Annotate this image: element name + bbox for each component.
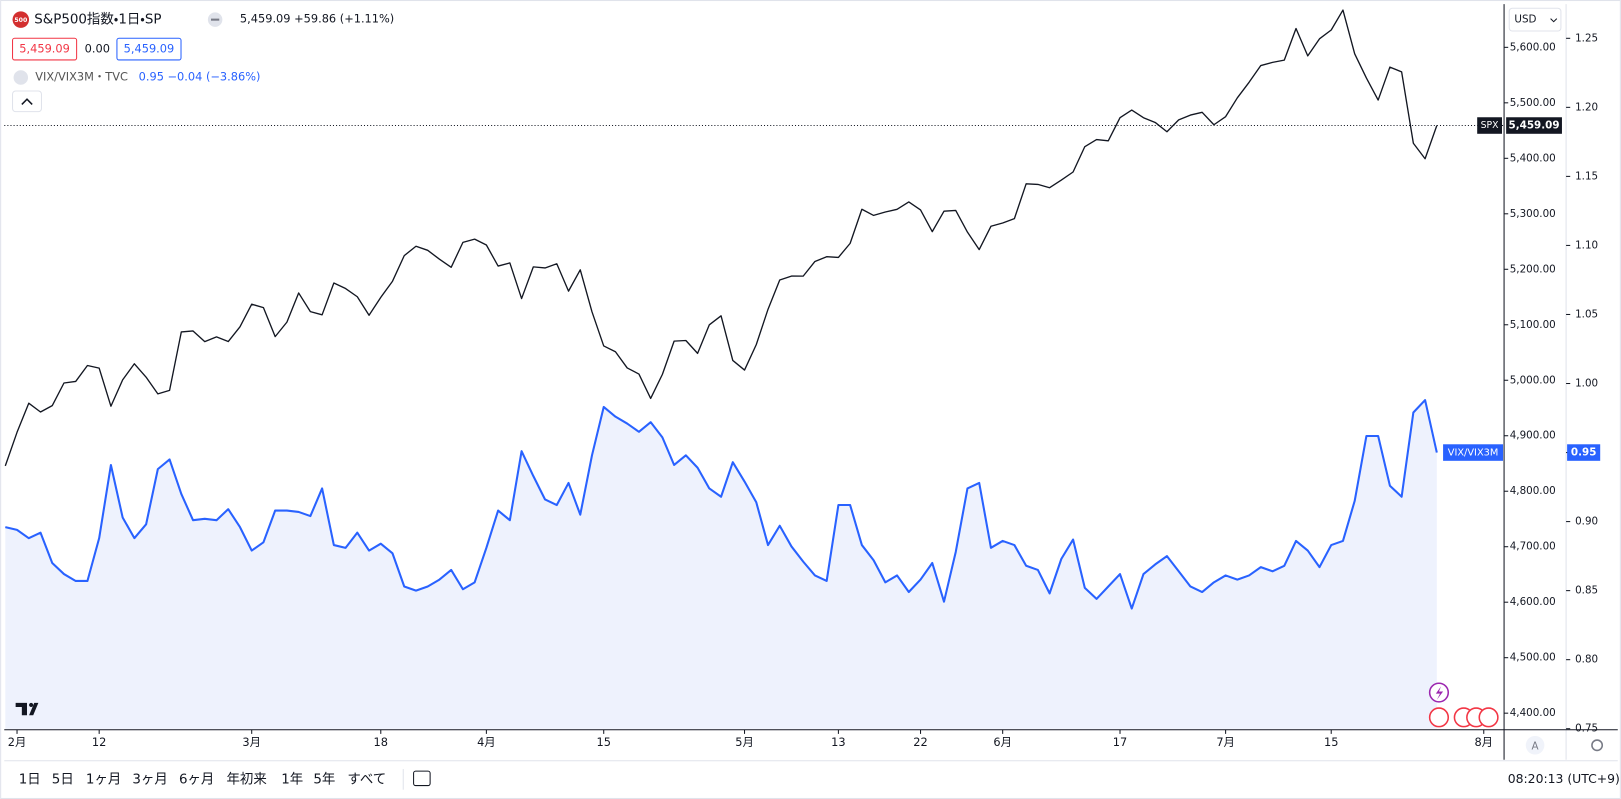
y-tick-label: 5,500.00: [1510, 97, 1556, 109]
area: [5, 400, 1437, 729]
y-tick-label: 4,800.00: [1510, 485, 1556, 497]
symbol-logo: [12, 11, 30, 28]
range-button[interactable]: 5年: [313, 771, 335, 787]
x-tick-label: 7月: [1216, 735, 1235, 749]
y2-tick-label: 0.85: [1575, 585, 1598, 597]
currency-caret: [1550, 18, 1558, 23]
range-button[interactable]: 1ヶ月: [86, 772, 121, 787]
settings-button[interactable]: [1591, 739, 1604, 752]
y2-tick-label: 1.25: [1575, 32, 1598, 44]
x-tick-label: 4月: [477, 735, 496, 749]
date-range-button[interactable]: [413, 770, 431, 787]
y-tick-label: 5,000.00: [1510, 374, 1556, 386]
secondary-title[interactable]: VIX/VIX3M・TVC: [35, 70, 128, 84]
y-tick-label: 5,200.00: [1510, 263, 1556, 275]
bid-box[interactable]: [12, 37, 78, 61]
last-value-box: [1567, 444, 1601, 461]
secondary-logo: [13, 70, 29, 85]
series-tag: VIX/VIX3M: [1448, 448, 1499, 459]
y2-tick-label: 1.15: [1575, 170, 1598, 182]
flag-icon[interactable]: [1478, 707, 1499, 728]
spread: 0.00: [85, 42, 110, 56]
last-value-label: 0.95: [1571, 447, 1596, 459]
y2-tick-label: 0.80: [1575, 654, 1598, 666]
auto-scale-label: A: [1532, 740, 1539, 752]
collapse-icon: [21, 98, 33, 105]
y2-tick-label: 1.20: [1575, 101, 1598, 113]
x-tick-label: 3月: [242, 735, 261, 749]
y-tick-label: 4,900.00: [1510, 430, 1556, 442]
x-tick-label: 13: [831, 735, 845, 749]
y-tick-label: 5,100.00: [1510, 319, 1556, 331]
x-tick-label: 5月: [735, 735, 754, 749]
x-tick-label: 8月: [1474, 735, 1493, 749]
y-tick-label: 5,400.00: [1510, 152, 1556, 164]
x-tick-label: 2月: [8, 735, 27, 749]
series-tag: SPX: [1481, 120, 1500, 131]
tv-logo: [15, 702, 39, 716]
series-tag-box: [1477, 117, 1503, 134]
x-tick-label: 15: [596, 735, 610, 749]
x-tick-label: 15: [1324, 735, 1338, 749]
flag-icons: [1428, 707, 1499, 728]
currency-select[interactable]: [1508, 7, 1562, 32]
symbol-quote: 5,459.09 +59.86 (+1.11%): [240, 12, 394, 26]
x-tick-label: 17: [1113, 735, 1127, 749]
y-tick-label: 5,300.00: [1510, 208, 1556, 220]
flag-icon[interactable]: [1428, 707, 1450, 728]
series-line: [4, 9, 1438, 467]
range-button[interactable]: 1日: [19, 772, 41, 787]
clock: 08:20:13 (UTC+9): [1508, 771, 1620, 786]
y2-tick-label: 1.10: [1575, 239, 1598, 251]
y-tick-label: 4,600.00: [1510, 596, 1556, 608]
bid-price: 5,459.09: [19, 42, 70, 56]
range-button[interactable]: 1年: [281, 771, 303, 787]
y2-tick-label: 1.00: [1575, 378, 1598, 390]
range-button[interactable]: 5日: [52, 772, 74, 787]
series-tag-box: [1443, 444, 1504, 461]
auto-scale-button[interactable]: [1525, 735, 1545, 755]
range-button[interactable]: 6ヶ月: [179, 772, 214, 787]
logo-text: 500: [14, 17, 28, 24]
x-tick-label: 18: [374, 735, 388, 749]
range-button[interactable]: 3ヶ月: [132, 772, 167, 787]
ask-price: 5,459.09: [124, 42, 175, 56]
y2-tick-label: 0.90: [1575, 516, 1598, 528]
y-tick-label: 4,400.00: [1510, 707, 1556, 719]
x-tick-label: 22: [913, 735, 927, 749]
y2-tick-label: 0.75: [1575, 723, 1598, 735]
currency: USD: [1514, 14, 1536, 26]
x-tick-label: 6月: [993, 735, 1012, 749]
y2-tick-label: 1.05: [1575, 308, 1598, 320]
y-tick-label: 5,600.00: [1510, 41, 1556, 53]
ask-box[interactable]: [116, 37, 182, 61]
plot-area: [4, 9, 1505, 729]
last-value-box: [1506, 117, 1562, 134]
y-tick-label: 4,700.00: [1510, 541, 1556, 553]
y-tick-label: 4,500.00: [1510, 652, 1556, 664]
series-line: [5, 399, 1438, 610]
x-tick-label: 12: [92, 735, 106, 749]
event-bolt: [1435, 686, 1444, 700]
tv-logo-dot: [29, 702, 34, 708]
range-button[interactable]: 年初来: [226, 771, 266, 787]
secondary-quote: 0.95 −0.04 (−3.86%): [139, 70, 261, 84]
range-button[interactable]: すべて: [347, 771, 386, 787]
symbol-title[interactable]: S&P500指数・1日・SP: [34, 12, 161, 28]
last-value-label: 5,459.09: [1509, 120, 1560, 132]
collapse-button[interactable]: [12, 90, 42, 113]
